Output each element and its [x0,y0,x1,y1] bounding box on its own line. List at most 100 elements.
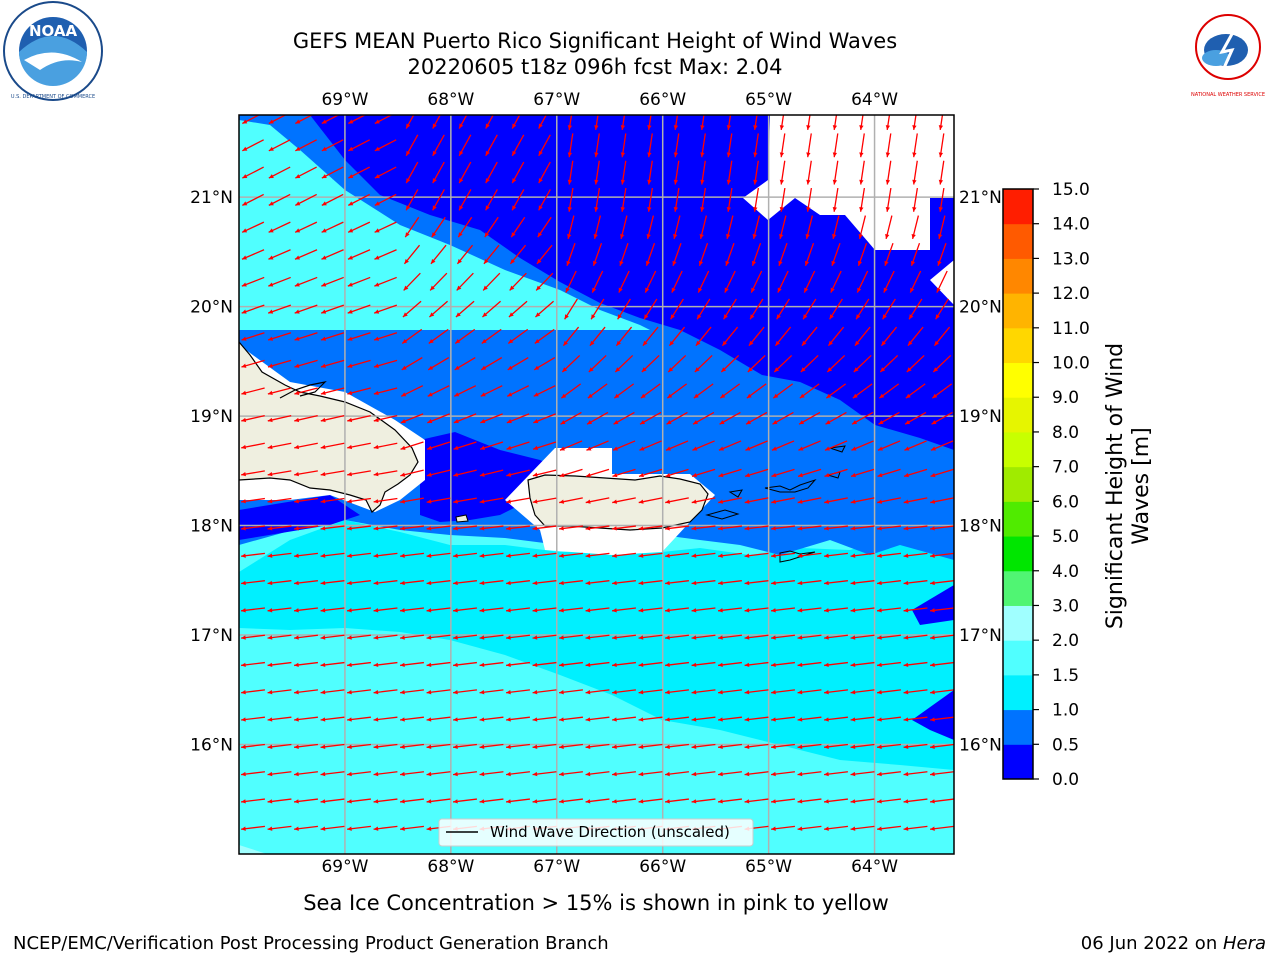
wind-arrow [483,244,500,265]
wind-arrow [771,580,795,586]
wind-arrow [936,270,948,293]
wind-arrow [321,139,344,152]
chart-title: GEFS MEAN Puerto Rico Significant Height… [292,29,898,53]
wind-arrow [454,356,476,371]
wind-arrow [432,115,441,129]
wind-arrow [718,743,742,749]
wind-arrow [320,304,345,314]
wind-arrow [825,411,847,425]
wind-arrow [880,326,898,347]
wind-arrow [560,383,582,399]
footer-date-text: 06 Jun 2022 on [1080,933,1223,954]
lon-tick-top: 69°W [321,90,368,110]
wind-arrow [718,798,742,804]
wind-arrow [859,160,865,185]
wind-arrow [347,359,371,368]
wind-arrow [720,354,740,373]
wind-arrow [453,716,477,722]
wind-arrow [718,497,742,504]
wind-arrow [508,300,528,318]
wind-arrow [485,161,498,184]
wind-arrow [665,689,689,695]
wind-arrow [559,468,583,478]
wind-arrow [905,383,926,399]
wind-arrow [479,689,504,695]
wind-arrow [374,193,397,206]
wind-arrow [594,115,599,130]
wind-arrow [480,385,503,397]
wind-arrow [559,634,583,640]
wind-arrow [567,215,575,240]
wind-arrow [824,716,848,722]
wind-arrow [778,242,788,267]
wind-arrow [903,661,928,668]
wind-arrow [643,298,658,320]
wind-arrow [267,771,292,777]
wind-arrow [426,441,451,450]
wind-arrow [427,413,450,424]
wind-arrow [348,139,370,152]
wind-arrow [802,298,817,320]
wind-arrow [803,270,816,293]
wind-arrow [798,440,821,451]
wind-arrow [744,468,769,478]
wind-arrow [400,825,424,831]
wind-arrow [850,607,875,613]
wind-arrow [402,300,422,318]
wind-arrow [426,743,451,749]
wind-arrow [348,193,370,206]
wind-arrow [479,716,504,722]
nodata-ne [743,115,954,250]
wind-arrow [877,525,901,531]
wind-arrow [506,580,530,586]
wind-arrow [347,661,371,668]
wind-arrow [877,440,901,451]
chart-subtitle: 20220605 t18z 096h fcst Max: 2.04 [407,55,783,79]
wind-arrow [585,552,610,558]
wind-arrow [726,115,732,130]
wind-arrow [673,215,681,240]
wind-arrow [718,689,742,695]
wind-arrow [744,552,769,558]
wind-arrow [773,354,793,373]
wind-arrow [851,411,874,425]
colorbar-segment [1003,501,1033,537]
wind-arrow [482,272,501,291]
wind-arrow [294,497,318,504]
wind-arrow [612,552,636,558]
wind-arrow [744,634,769,640]
wind-arrow [268,139,291,152]
wind-arrow [806,115,811,130]
wind-arrow [831,242,841,267]
wind-arrow [930,607,954,613]
wind-arrow [800,354,819,373]
wind-arrow [267,661,292,668]
wind-arrow [321,115,340,125]
land-vi [728,445,846,498]
wind-arrow [405,134,419,157]
wind-arrow [877,634,901,640]
wind-arrow [321,193,344,206]
wind-arrow [753,160,759,185]
lat-tick-left: 16°N [190,736,233,756]
wind-arrow [533,356,556,371]
wind-arrow [639,411,662,425]
wind-arrow [744,525,769,531]
wind-arrow [647,133,653,158]
wind-arrow [400,771,424,777]
wind-arrow [294,661,318,668]
wind-arrow [294,415,318,423]
wind-arrow [506,716,530,722]
wind-arrow [824,440,848,451]
noaa-logo-icon: NOAA U.S. DEPARTMENT OF COMMERCE [3,1,103,101]
wind-arrow [241,387,265,395]
wind-arrow [909,270,922,293]
colorbar: 0.0 0.5 1.0 1.5 2.0 3.0 4.0 5.0 6.0 7.0 8.0 9.0 10.0… [1002,180,1090,790]
wind-arrow [797,580,822,586]
wind-arrow [506,661,530,668]
wind-arrow [241,442,265,450]
wind-arrow [538,161,551,184]
wind-arrow [479,441,504,450]
wind-arrow [779,133,786,158]
